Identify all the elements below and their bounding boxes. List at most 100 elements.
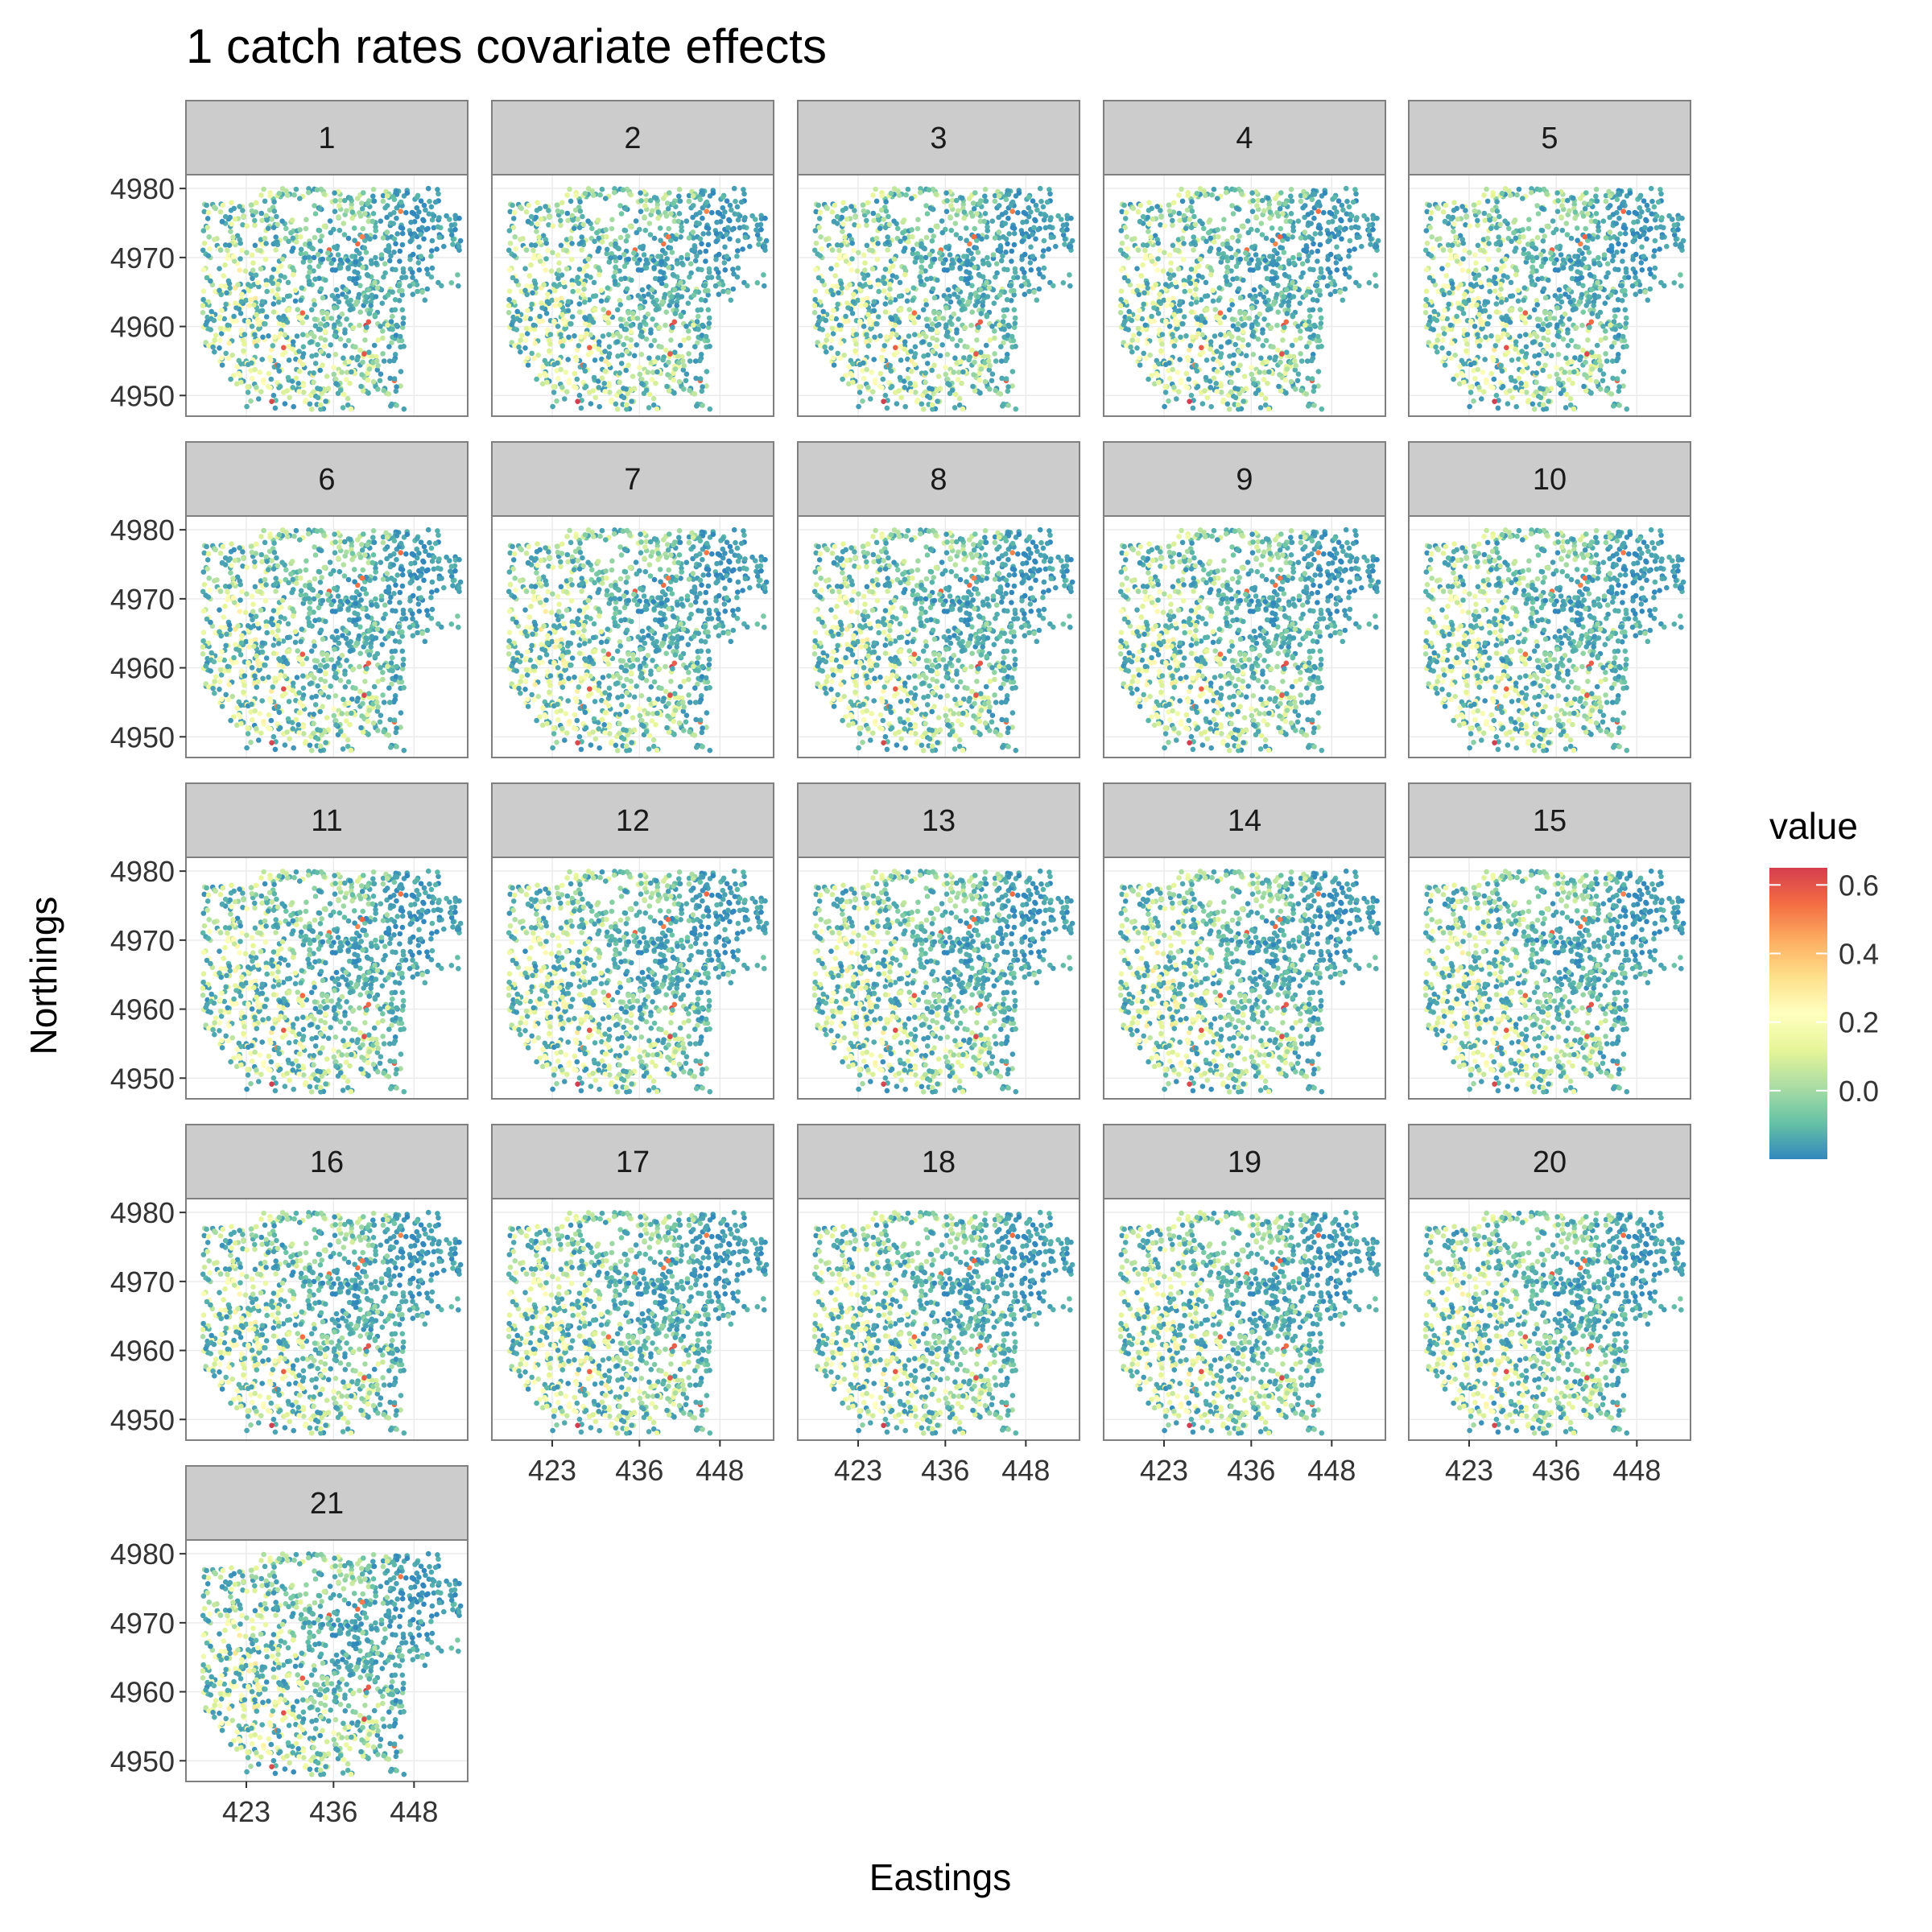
data-point xyxy=(401,320,407,326)
data-point xyxy=(902,339,908,345)
data-point xyxy=(601,307,606,312)
data-point xyxy=(613,402,619,407)
data-point xyxy=(1259,392,1265,398)
data-point xyxy=(425,287,431,292)
data-point xyxy=(390,314,395,320)
data-point xyxy=(577,301,583,307)
data-point xyxy=(1038,199,1044,204)
data-point xyxy=(266,384,271,390)
data-point xyxy=(819,279,825,284)
data-point xyxy=(1138,273,1144,279)
data-point xyxy=(1136,247,1141,253)
data-point xyxy=(558,223,564,229)
data-point xyxy=(228,229,233,234)
data-point xyxy=(1603,328,1608,334)
data-point xyxy=(646,356,652,361)
data-point xyxy=(250,260,256,266)
data-point xyxy=(581,287,587,292)
data-point xyxy=(1034,208,1040,213)
data-point xyxy=(1191,240,1196,246)
data-point xyxy=(411,252,416,258)
data-point xyxy=(1236,402,1241,408)
data-point xyxy=(1030,198,1036,204)
data-point xyxy=(895,226,901,232)
data-point xyxy=(1367,280,1373,286)
data-point xyxy=(232,258,237,264)
data-point xyxy=(573,208,579,213)
data-point xyxy=(1268,209,1274,215)
data-point xyxy=(645,369,650,375)
data-point xyxy=(1167,324,1173,329)
data-point xyxy=(1121,322,1126,328)
data-point xyxy=(1261,343,1266,349)
data-point xyxy=(263,241,269,246)
data-point xyxy=(625,362,631,368)
data-point xyxy=(820,309,826,315)
data-point xyxy=(1203,344,1209,349)
data-point xyxy=(993,358,999,364)
data-point xyxy=(729,208,734,213)
data-point xyxy=(1344,199,1350,204)
data-point xyxy=(303,226,309,232)
data-point xyxy=(1153,282,1158,287)
data-point xyxy=(874,321,880,327)
data-point xyxy=(960,369,966,375)
data-point xyxy=(539,300,544,306)
data-point xyxy=(570,282,576,287)
data-point xyxy=(654,196,659,201)
data-point xyxy=(581,363,587,369)
data-point xyxy=(600,376,605,382)
data-point xyxy=(1352,246,1357,252)
data-point xyxy=(374,358,380,364)
data-point xyxy=(212,318,217,324)
data-point xyxy=(291,404,296,410)
data-point xyxy=(393,308,398,313)
data-point xyxy=(380,336,386,341)
data-point xyxy=(1189,225,1195,230)
data-point xyxy=(579,247,584,253)
data-point xyxy=(554,297,559,303)
data-point xyxy=(872,299,877,304)
data-point xyxy=(298,234,303,240)
data-point xyxy=(638,372,643,378)
data-point xyxy=(353,345,358,350)
data-point xyxy=(566,335,572,341)
data-point xyxy=(380,300,386,306)
data-point xyxy=(1231,353,1236,358)
data-point xyxy=(332,190,337,196)
data-point xyxy=(849,241,855,246)
data-point xyxy=(575,377,580,382)
data-point xyxy=(419,289,425,295)
data-point xyxy=(828,345,834,351)
data-point xyxy=(1337,225,1343,231)
data-point xyxy=(652,338,658,344)
data-point xyxy=(673,311,679,316)
data-point xyxy=(407,283,413,289)
data-point xyxy=(1142,248,1148,254)
data-point xyxy=(357,323,362,328)
data-point xyxy=(693,376,699,382)
data-point xyxy=(815,203,821,208)
data-point xyxy=(332,245,337,250)
data-point xyxy=(332,372,337,378)
data-point xyxy=(264,314,270,320)
data-point xyxy=(283,226,289,232)
data-point xyxy=(316,264,322,270)
data-point xyxy=(273,406,279,411)
data-point xyxy=(1286,261,1292,266)
data-point xyxy=(908,349,914,354)
y-tick-label: 4950 xyxy=(110,379,175,412)
data-point xyxy=(896,388,902,394)
data-point xyxy=(1285,311,1290,316)
data-point xyxy=(940,230,946,236)
data-point xyxy=(650,316,655,322)
data-point xyxy=(968,323,974,328)
data-point xyxy=(934,224,939,229)
data-point xyxy=(1000,254,1005,259)
data-point xyxy=(830,292,836,298)
data-point xyxy=(948,203,954,208)
data-point xyxy=(985,294,991,299)
data-point xyxy=(611,275,617,280)
data-point xyxy=(398,334,403,340)
data-point xyxy=(1118,303,1124,308)
